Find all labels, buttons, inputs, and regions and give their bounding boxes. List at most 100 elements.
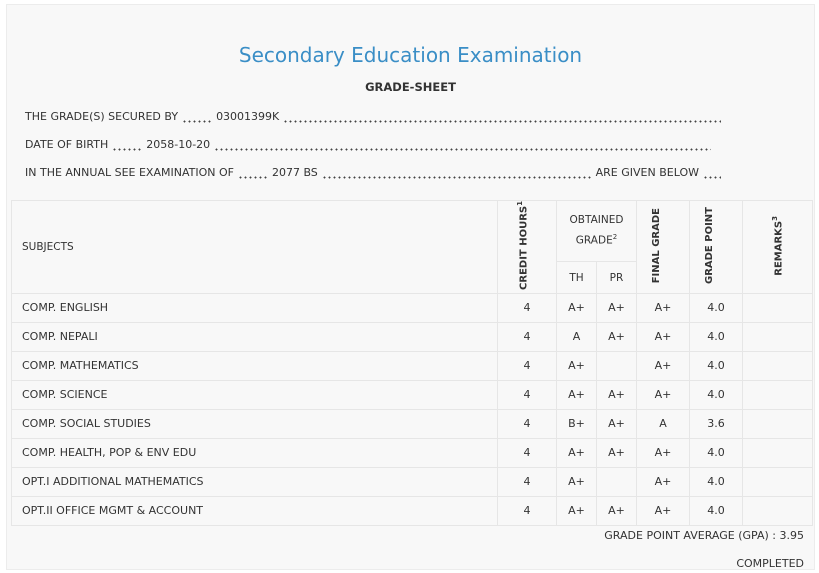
grade-cell: 4.0 [689, 466, 743, 497]
subject-cell: COMP. SCIENCE [11, 379, 498, 410]
subtitle: GRADE-SHEET [365, 80, 456, 94]
grade-cell: A+ [596, 495, 637, 526]
remarks-cell [742, 495, 813, 526]
subject-cell: OPT.I ADDITIONAL MATHEMATICS [11, 466, 498, 497]
info-label: DATE OF BIRTH [25, 138, 109, 151]
grade-cell: A+ [636, 495, 690, 526]
grade-row: COMP. SOCIAL STUDIES 4 B+ A+ A 3.6 [11, 408, 813, 439]
grade-cell: A+ [556, 350, 597, 381]
remarks-cell [742, 350, 813, 381]
header-label: CREDIT HOURS [518, 205, 530, 290]
grade-cell: A+ [556, 466, 597, 497]
status: COMPLETED [736, 557, 804, 570]
grade-cell: A+ [556, 495, 597, 526]
grade-cell: 4 [497, 408, 557, 439]
info-value: 2077 BS [271, 166, 318, 179]
header-cell: OBTAINED GRADE2 [556, 199, 637, 263]
leader [321, 169, 592, 179]
grade-cell: B+ [556, 408, 597, 439]
grade-cell: 4 [497, 292, 557, 323]
grade-cell: 4.0 [689, 350, 743, 381]
grade-cell: A+ [556, 292, 597, 323]
header-cell: PR [596, 261, 637, 294]
grade-cell: 3.6 [689, 408, 743, 439]
grade-cell: A+ [596, 292, 637, 323]
info-label: IN THE ANNUAL SEE EXAMINATION OF [25, 166, 234, 179]
grade-cell: A+ [596, 379, 637, 410]
header-label: REMARKS [773, 220, 785, 276]
gpa-label: GRADE POINT AVERAGE (GPA) [604, 529, 769, 542]
grade-row: COMP. MATHEMATICS 4 A+ A+ 4.0 [11, 350, 813, 381]
grade-cell: A+ [636, 437, 690, 468]
header-text: CREDIT HOURS1 [515, 201, 539, 290]
leader [182, 113, 213, 123]
leader [112, 141, 143, 151]
header-cell: SUBJECTS [11, 200, 498, 294]
info-line: IN THE ANNUAL SEE EXAMINATION OF 2077 BS… [25, 165, 725, 179]
grade-cell: A [636, 408, 690, 439]
grade-row: COMP. ENGLISH 4 A+ A+ A+ 4.0 [11, 292, 813, 323]
info-suffix: ARE GIVEN BELOW [595, 166, 699, 179]
grade-cell: A+ [596, 437, 637, 468]
leader [703, 169, 721, 179]
grade-cell: 4.0 [689, 321, 743, 352]
grade-cell: 4.0 [689, 379, 743, 410]
remarks-cell [742, 379, 813, 410]
grade-cell: 4 [497, 321, 557, 352]
grade-cell: A+ [556, 437, 597, 468]
subject-cell: COMP. NEPALI [11, 321, 498, 352]
header-cell: GRADE POINT [689, 200, 743, 294]
header-label: OBTAINED GRADE [569, 214, 624, 247]
footnote-mark: 3 [771, 215, 780, 221]
header-text: GRADE POINT [704, 206, 715, 284]
grade-row: COMP. NEPALI 4 A A+ A+ 4.0 [11, 321, 813, 352]
grade-cell: 4 [497, 379, 557, 410]
info-value: 03001399K [216, 110, 280, 123]
remarks-cell [742, 321, 813, 352]
header-text: REMARKS3 [770, 216, 784, 276]
grade-cell: 4.0 [689, 437, 743, 468]
gpa-line: GRADE POINT AVERAGE (GPA) : 3.95 [604, 529, 804, 542]
grade-row: OPT.I ADDITIONAL MATHEMATICS 4 A+ A+ 4.0 [11, 466, 813, 497]
footnote-mark: 1 [516, 201, 524, 206]
grade-cell: 4 [497, 350, 557, 381]
grade-cell: A [556, 321, 597, 352]
subject-cell: COMP. SOCIAL STUDIES [11, 408, 498, 439]
info-line: THE GRADE(S) SECURED BY 03001399K [25, 109, 725, 123]
grade-cell: A+ [636, 466, 690, 497]
table-head: SUBJECTS CREDIT HOURS1 OBTAINED GRADE2 F… [11, 199, 813, 294]
info-label: THE GRADE(S) SECURED BY [25, 110, 179, 123]
grade-cell: A+ [636, 379, 690, 410]
grade-cell: 4.0 [689, 495, 743, 526]
grade-row: COMP. HEALTH, POP & ENV EDU 4 A+ A+ A+ 4.0 [11, 437, 813, 468]
grade-sheet: Secondary Education Examination GRADE-SH… [6, 4, 815, 570]
header-row: TH PR [12, 261, 813, 294]
header-cell: FINAL GRADE [636, 200, 690, 294]
subject-cell: COMP. MATHEMATICS [11, 350, 498, 381]
remarks-cell [742, 408, 813, 439]
grade-cell: A+ [556, 379, 597, 410]
footnote-mark: 2 [612, 233, 618, 242]
grade-row: OPT.II OFFICE MGMT & ACCOUNT 4 A+ A+ A+ 4.0 [11, 495, 813, 526]
remarks-cell [742, 437, 813, 468]
info-value: 2058-10-20 [146, 138, 211, 151]
grade-cell: A+ [636, 292, 690, 323]
leader [237, 169, 268, 179]
header-cell: REMARKS3 [742, 200, 813, 294]
subject-cell: OPT.II OFFICE MGMT & ACCOUNT [11, 495, 498, 526]
grade-cell: 4 [497, 437, 557, 468]
header-text: FINAL GRADE [651, 207, 662, 284]
subject-cell: COMP. HEALTH, POP & ENV EDU [11, 437, 498, 468]
info-line: DATE OF BIRTH 2058-10-20 [25, 137, 715, 151]
grade-cell: 4.0 [689, 292, 743, 323]
subject-cell: COMP. ENGLISH [11, 292, 498, 323]
leader [214, 141, 711, 151]
grade-cell: 4 [497, 466, 557, 497]
grade-cell [596, 350, 637, 381]
grade-cell: A+ [636, 350, 690, 381]
grade-row: COMP. SCIENCE 4 A+ A+ A+ 4.0 [11, 379, 813, 410]
leader [283, 113, 721, 123]
grades-table: SUBJECTS CREDIT HOURS1 OBTAINED GRADE2 F… [11, 199, 813, 526]
remarks-cell [742, 466, 813, 497]
